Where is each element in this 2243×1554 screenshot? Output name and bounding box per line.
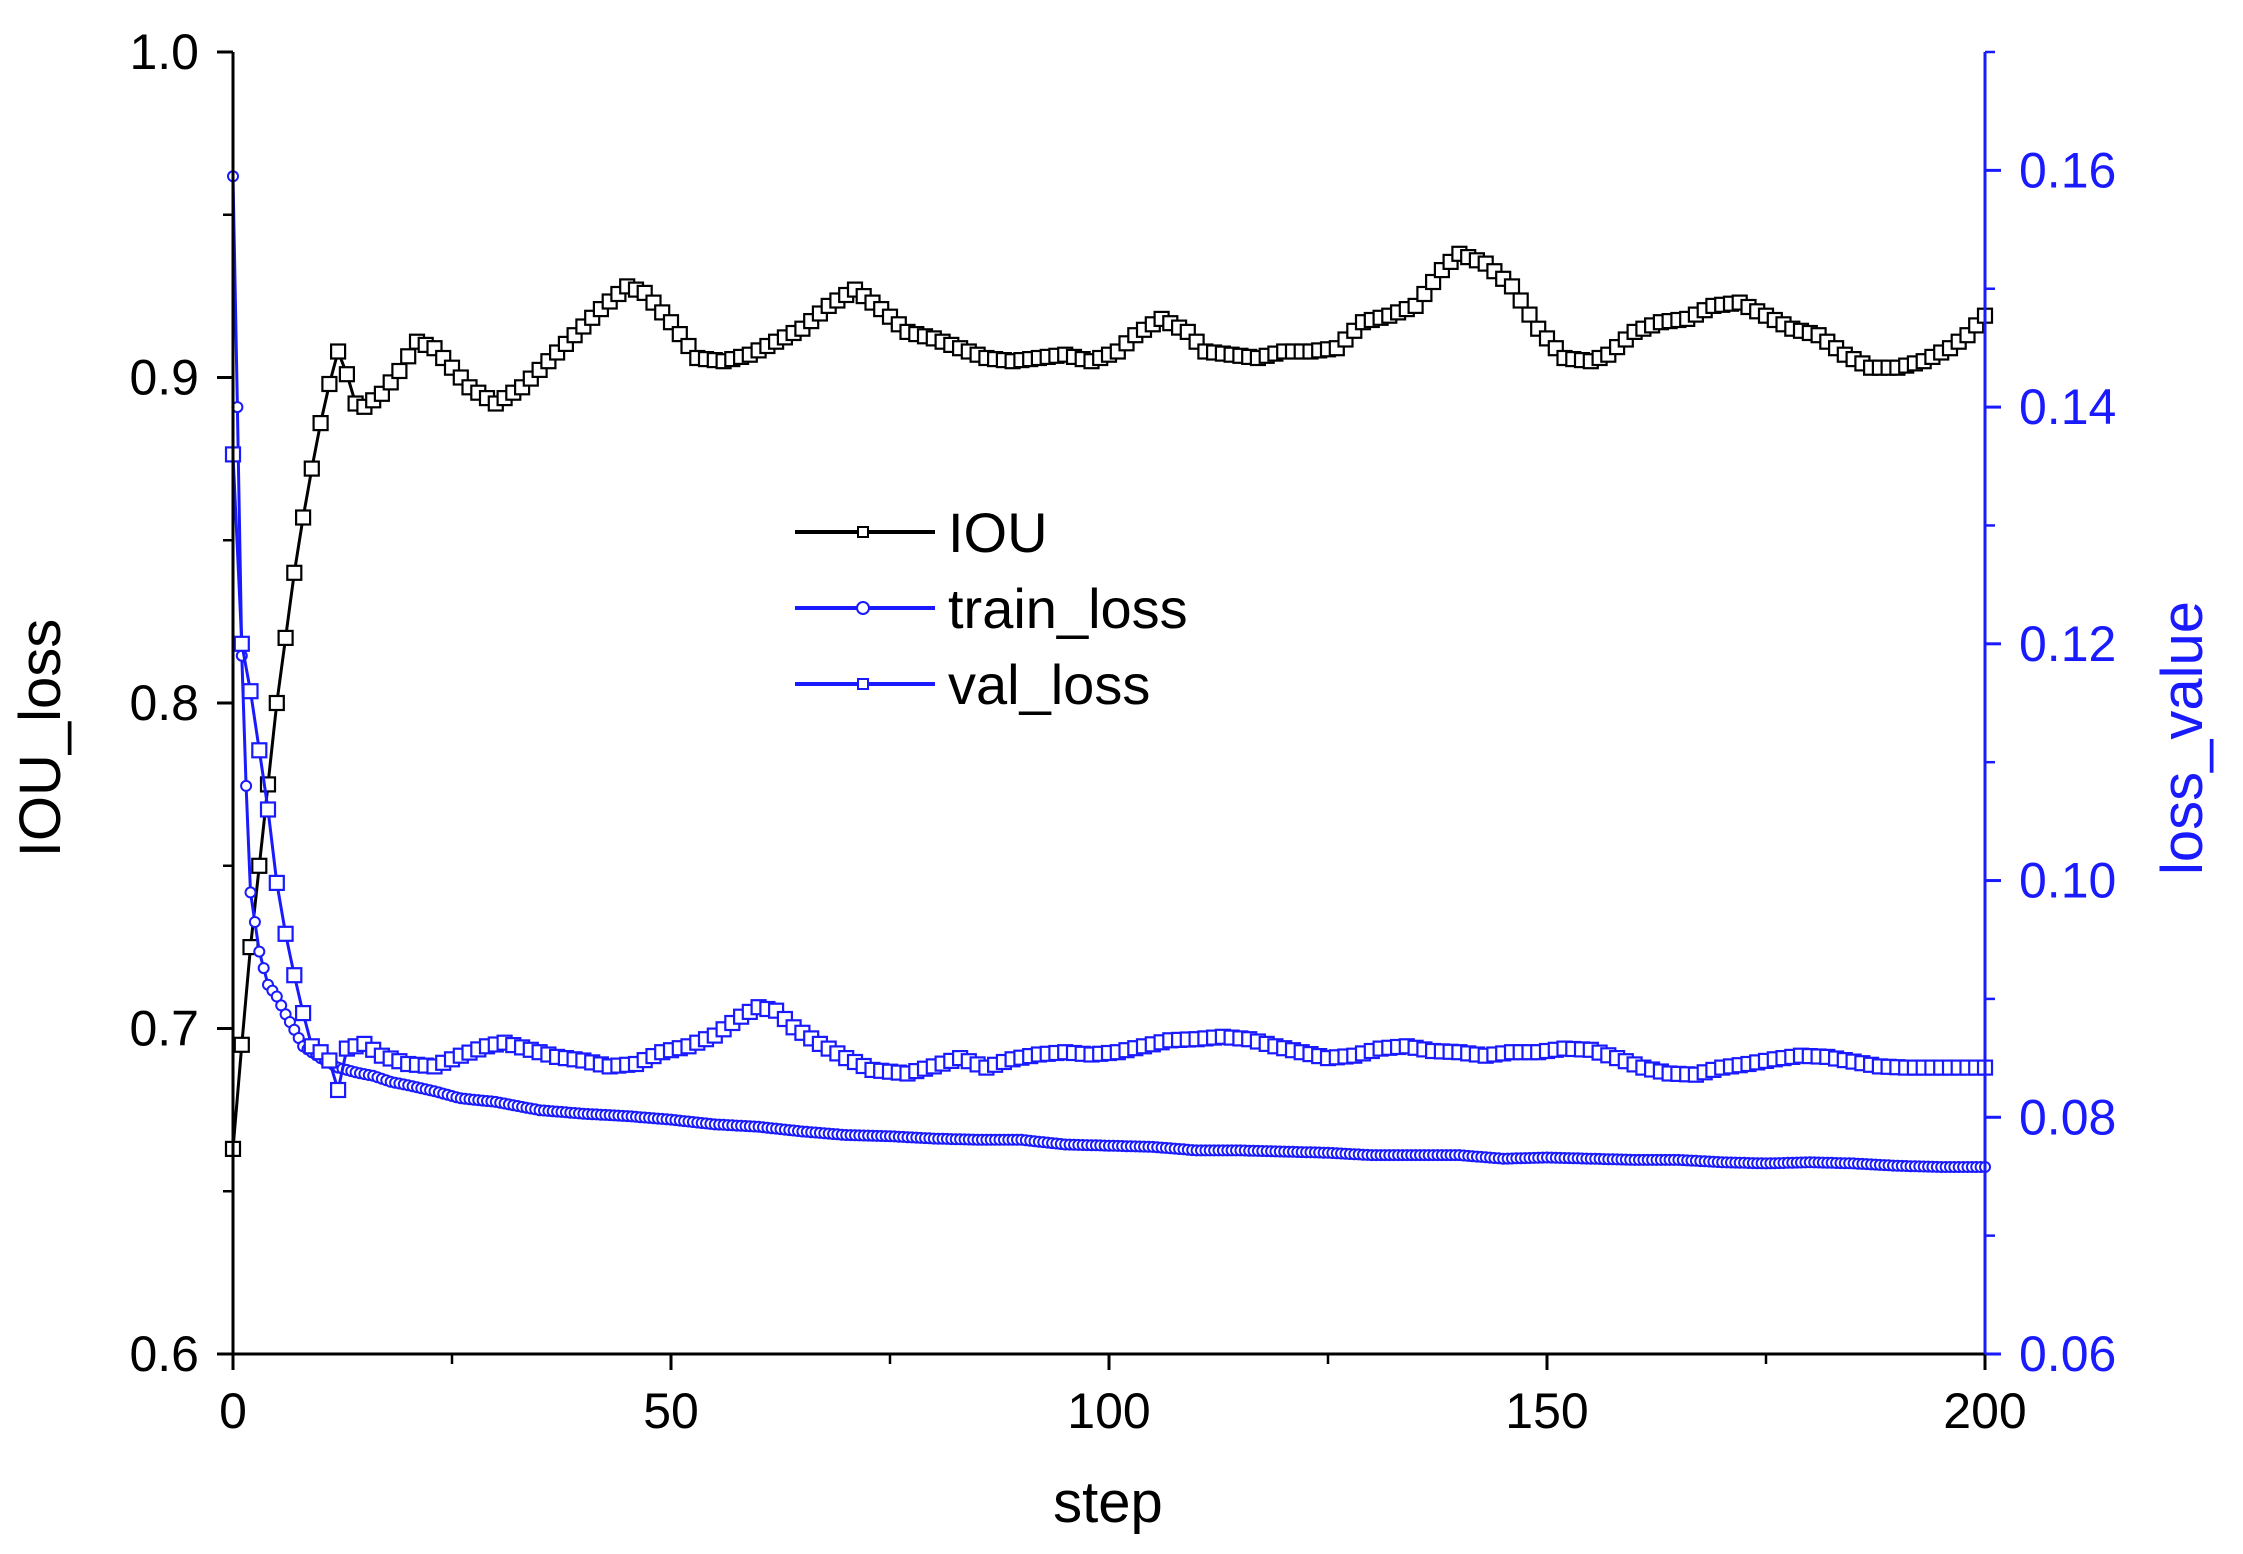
legend: IOU train_loss val_loss — [795, 501, 1188, 716]
x-tick-label: 150 — [1505, 1383, 1588, 1439]
series-group — [224, 170, 1994, 1173]
point-IOU — [1407, 297, 1424, 314]
point-val_loss — [242, 683, 259, 700]
x-tick-label: 50 — [643, 1383, 699, 1439]
series-line-val_loss — [231, 454, 1985, 1091]
point-val_loss — [277, 925, 294, 942]
point-val_loss — [233, 635, 250, 652]
point-IOU — [251, 857, 268, 874]
point-IOU — [286, 564, 303, 581]
point-IOU — [233, 1036, 250, 1053]
point-IOU — [1424, 273, 1442, 291]
point-IOU — [662, 314, 680, 331]
point-val_loss — [286, 967, 303, 984]
point-train_loss — [240, 779, 253, 792]
legend-marker-train_loss — [856, 601, 870, 615]
point-val_loss — [330, 1081, 347, 1099]
legend-label-IOU: IOU — [948, 501, 1048, 564]
series-train_loss — [227, 170, 1991, 1173]
y-right-tick-label: 0.16 — [2019, 142, 2116, 198]
point-val_loss — [259, 801, 277, 818]
y-right-tick-label: 0.08 — [2019, 1089, 2116, 1145]
axes-group: 0 50 100 150 200 0.6 0.7 0.8 0.9 1.0 0.06 0.08 0.10 0… — [129, 24, 2116, 1439]
legend-label-train_loss: train_loss — [948, 577, 1188, 640]
point-IOU — [330, 343, 347, 360]
point-IOU — [400, 348, 417, 365]
y-right-tick-label: 0.10 — [2019, 853, 2116, 909]
x-tick-label: 100 — [1067, 1383, 1150, 1439]
series-val_loss — [224, 446, 1994, 1099]
point-val_loss — [295, 1004, 312, 1022]
point-IOU — [671, 326, 688, 343]
point-IOU — [680, 337, 697, 355]
y-right-tick-label: 0.06 — [2019, 1326, 2116, 1382]
point-train_loss — [248, 916, 261, 928]
point-IOU — [321, 375, 338, 393]
point-IOU — [1416, 285, 1433, 303]
point-IOU — [338, 366, 355, 383]
point-IOU — [1503, 278, 1521, 295]
point-IOU — [312, 415, 329, 432]
y-axis-left-title: IOU_loss — [8, 619, 73, 858]
y-left-tick-label: 0.8 — [129, 675, 199, 731]
point-train_loss — [244, 886, 257, 899]
point-IOU — [1521, 306, 1538, 323]
point-val_loss — [321, 1052, 338, 1069]
point-IOU — [268, 694, 285, 712]
y-left-tick-label: 0.6 — [129, 1326, 199, 1382]
y-right-tick-label: 0.14 — [2019, 379, 2116, 435]
series-IOU — [224, 245, 1994, 1158]
point-train_loss — [257, 962, 270, 975]
point-val_loss — [268, 874, 285, 892]
point-IOU — [303, 460, 320, 477]
y-left-tick-label: 0.9 — [129, 350, 199, 406]
legend-marker-IOU — [857, 526, 869, 538]
point-IOU — [1512, 292, 1529, 309]
y-left-tick-label: 1.0 — [129, 24, 199, 80]
legend-label-val_loss: val_loss — [948, 653, 1150, 716]
point-IOU — [391, 362, 408, 380]
y-left-tick-label: 0.7 — [129, 1001, 199, 1057]
point-train_loss — [253, 945, 266, 958]
y-right-tick-label: 0.12 — [2019, 616, 2116, 672]
point-IOU — [277, 629, 294, 647]
point-IOU — [295, 509, 312, 526]
point-val_loss — [251, 742, 268, 759]
x-axis-title: step — [1053, 1470, 1163, 1535]
x-tick-label: 0 — [219, 1383, 247, 1439]
y-axis-right-title: loss_value — [2150, 601, 2215, 875]
x-tick-label: 200 — [1943, 1383, 2026, 1439]
legend-marker-val_loss — [857, 678, 869, 690]
